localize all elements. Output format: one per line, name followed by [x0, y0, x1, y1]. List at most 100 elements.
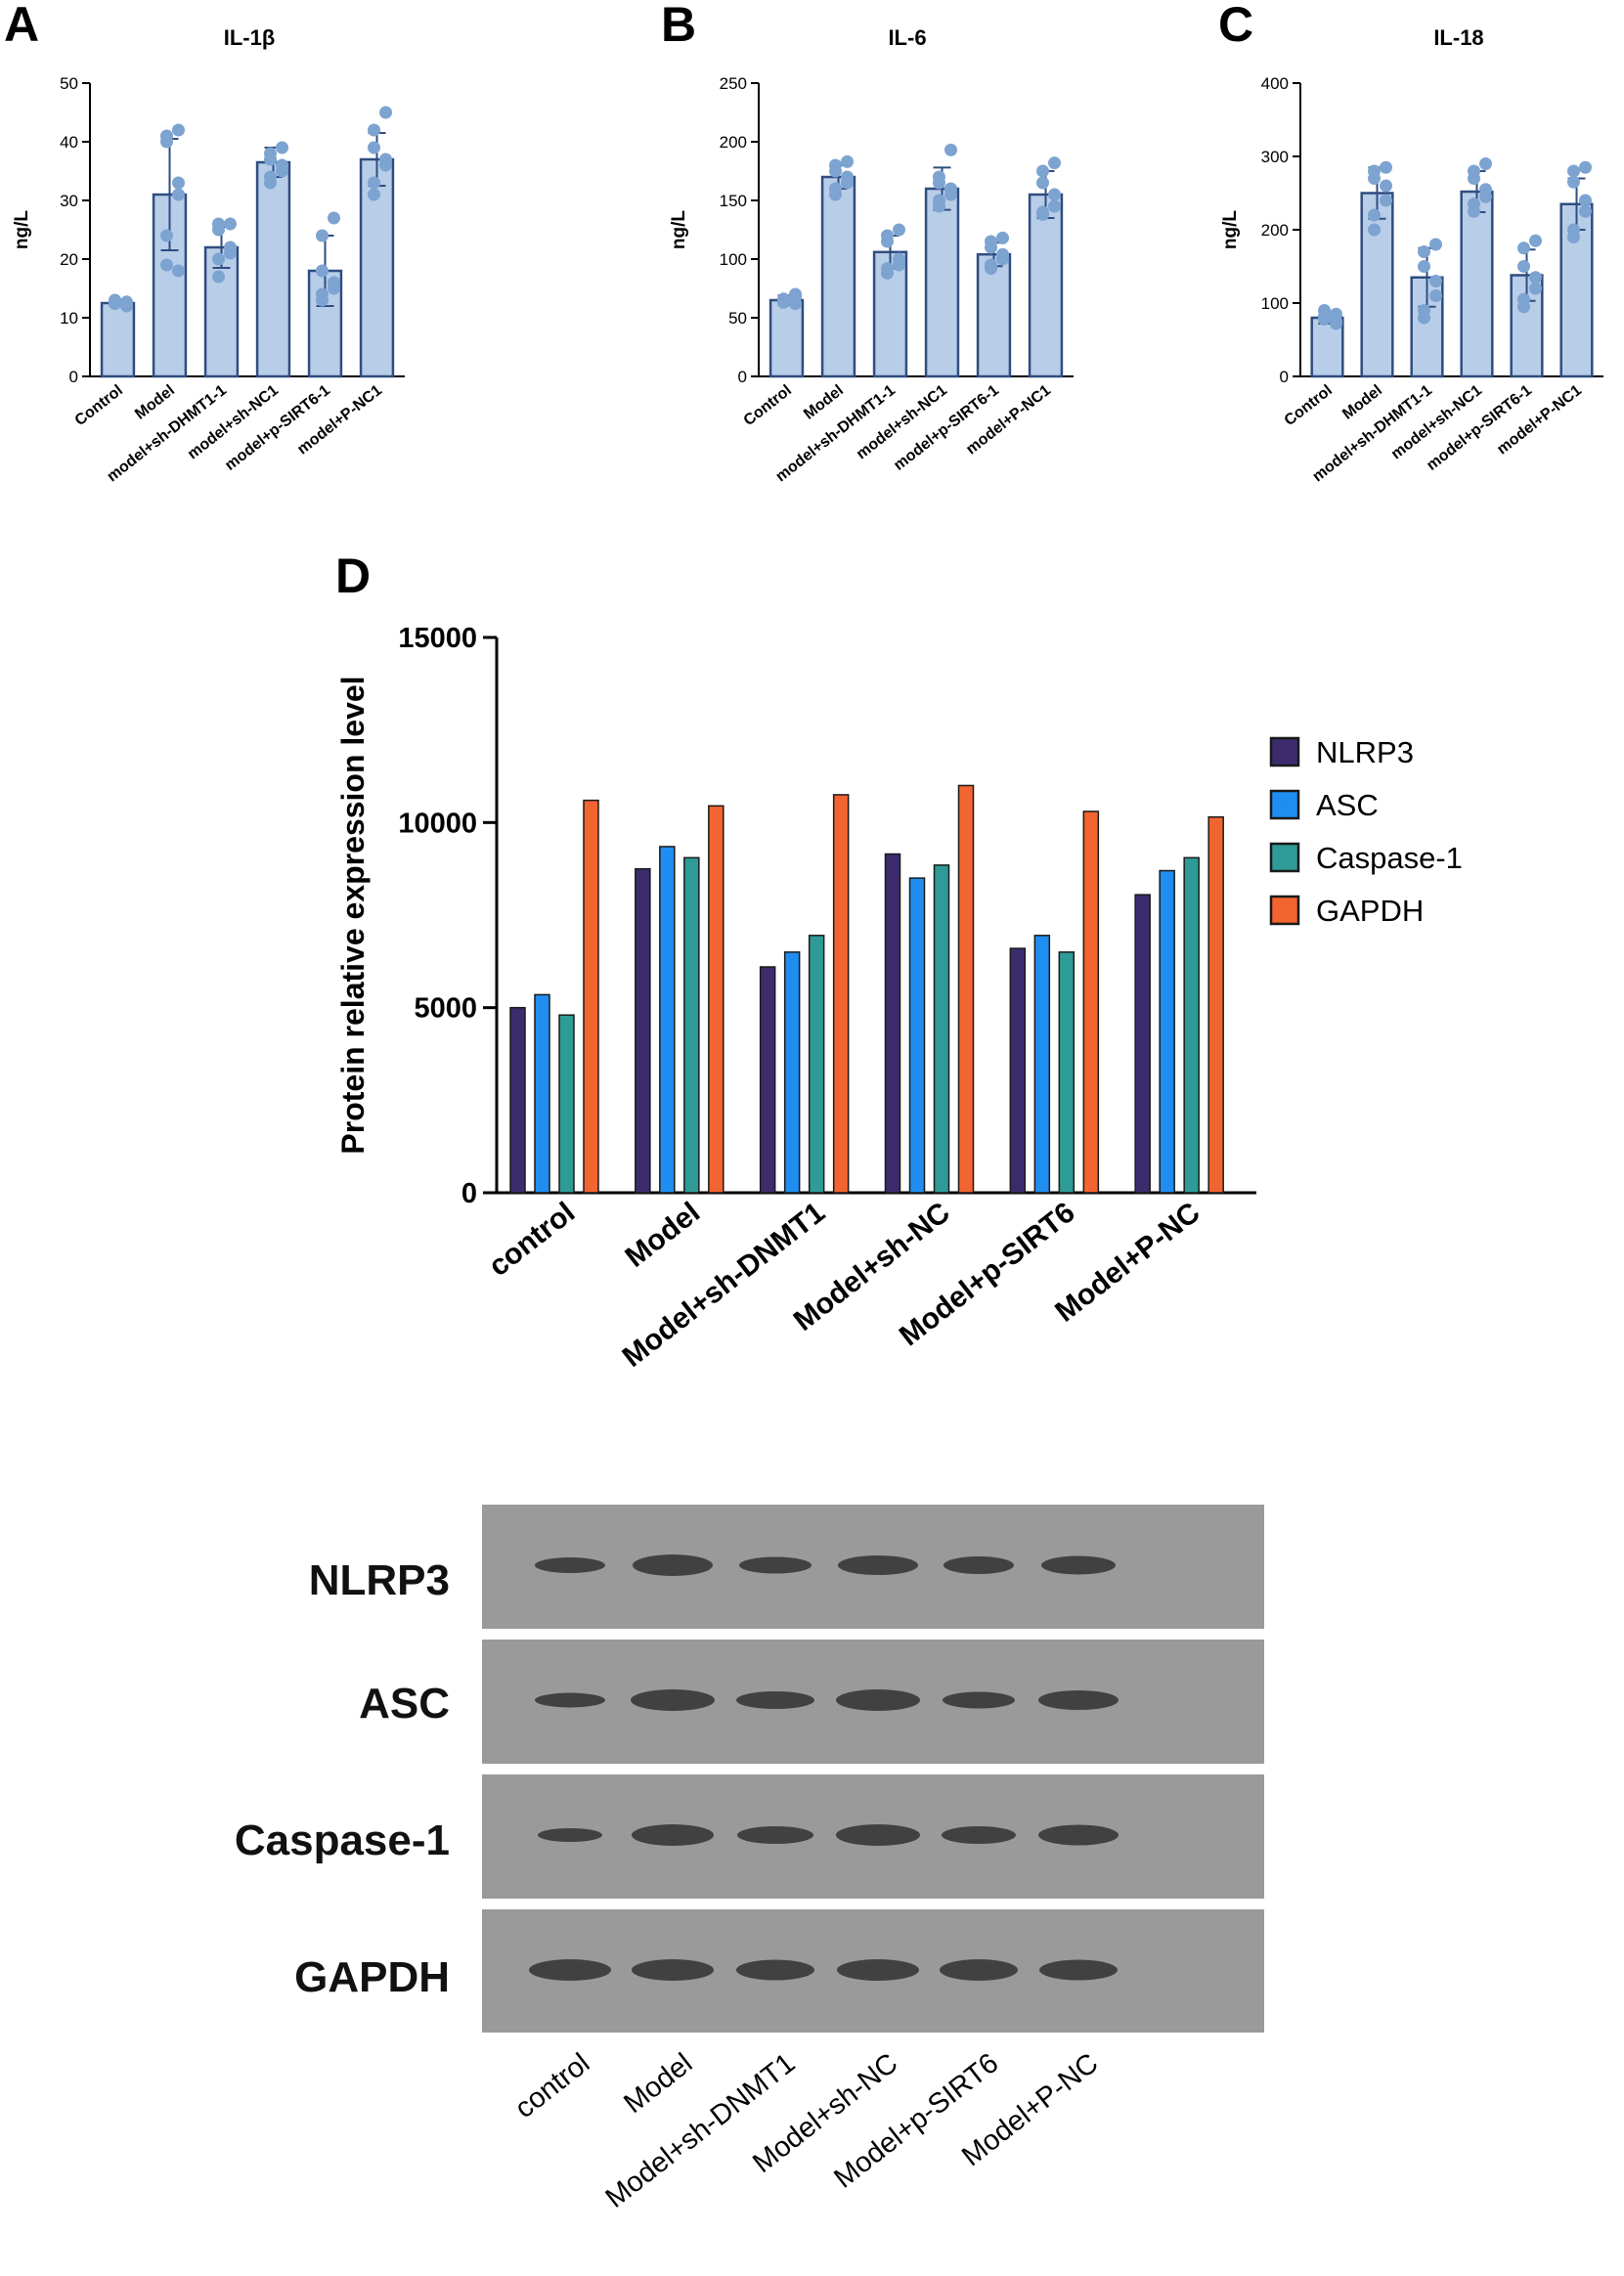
il6-data-point — [1036, 164, 1049, 178]
legend-swatch-nlrp3 — [1269, 736, 1300, 767]
western-blot-image — [482, 1505, 1264, 2033]
il6-bar — [1028, 193, 1064, 378]
il1b-data-point — [368, 188, 380, 201]
il1b-data-point — [316, 229, 329, 242]
protein-bar-gapdh — [832, 794, 850, 1194]
il18-bar — [1460, 190, 1494, 378]
il18-data-point — [1368, 208, 1381, 222]
il18-data-point — [1567, 175, 1580, 189]
il1b-data-point — [172, 264, 185, 278]
il1b-data-point — [172, 176, 185, 190]
blot-band — [942, 1826, 1016, 1844]
blot-lane-label: control — [509, 2047, 595, 2124]
il18-data-point — [1479, 157, 1492, 170]
il6-data-point — [996, 231, 1009, 244]
blot-band — [1038, 1824, 1119, 1846]
il6-data-point — [933, 199, 945, 213]
protein-bar-asc — [534, 993, 550, 1194]
il1b-y-tick-label: 40 — [60, 133, 78, 152]
il1b-data-point — [316, 264, 329, 278]
il1b-bar-chart: IL-1β ng/L 0 10 20 30 40 50 Control Modelmodel+sh… — [12, 25, 405, 485]
il6-bar — [820, 175, 856, 378]
il1b-x-tick-label: model+sh-NC1 — [185, 382, 282, 463]
protein-bar-asc — [908, 877, 926, 1194]
protein-bar-nlrp3 — [759, 966, 776, 1194]
protein-bar-caspase-1 — [933, 864, 950, 1194]
il6-data-point — [893, 223, 905, 237]
il1b-data-point — [212, 270, 225, 284]
protein-bar-caspase-1 — [683, 856, 700, 1194]
legend-label-caspase-1: Caspase-1 — [1316, 841, 1463, 875]
protein-y-tick-label: 0 — [461, 1178, 477, 1209]
il6-data-point — [1036, 207, 1049, 221]
il1b-bar — [203, 245, 240, 378]
il18-data-point — [1429, 275, 1442, 287]
legend-label-nlrp3: NLRP3 — [1316, 735, 1414, 769]
il18-bar — [1360, 192, 1394, 378]
il18-data-point — [1567, 164, 1580, 178]
blot-band — [538, 1828, 602, 1842]
blot-band — [632, 1824, 714, 1846]
il6-bar — [924, 187, 960, 378]
il1b-x-tick-label: Control — [72, 382, 126, 429]
il18-data-point — [1380, 160, 1392, 174]
il1b-y-axis-label: ng/L — [12, 210, 32, 249]
blot-band — [1041, 1555, 1116, 1575]
protein-bar-caspase-1 — [808, 935, 825, 1194]
il1b-data-point — [224, 217, 237, 231]
blot-band — [535, 1557, 605, 1573]
panel-letter-c: C — [1218, 0, 1254, 52]
blot-band — [535, 1692, 605, 1708]
il6-bar — [768, 298, 805, 378]
il6-data-point — [881, 266, 894, 280]
il6-data-point — [841, 154, 854, 168]
blot-band — [836, 1824, 920, 1846]
il1b-data-point — [328, 211, 340, 225]
legend-swatch-caspase-1 — [1269, 842, 1300, 873]
blot-band — [737, 1826, 813, 1844]
protein-bar-asc — [783, 951, 801, 1194]
il1b-bar — [100, 301, 136, 378]
il6-data-point — [1048, 188, 1061, 201]
il1b-data-point — [109, 297, 121, 311]
il18-data-point — [1579, 160, 1592, 174]
blot-band — [837, 1959, 919, 1981]
panel-letter-a: A — [4, 0, 40, 52]
il6-x-tick-label: Model — [801, 382, 847, 423]
protein-y-tick-label: 5000 — [414, 993, 477, 1025]
il6-x-tick-label: Control — [741, 382, 795, 429]
protein-bar-asc — [1033, 935, 1051, 1194]
protein-expression-bar-chart: Protein relative expression level 0 5000 10… — [335, 623, 1463, 1374]
il18-data-point — [1479, 190, 1492, 203]
il6-data-point — [1048, 156, 1061, 170]
il1b-data-point — [264, 176, 277, 190]
protein-bar-nlrp3 — [1134, 894, 1151, 1194]
il18-y-tick-label: 100 — [1261, 294, 1289, 313]
il18-data-point — [1368, 172, 1381, 185]
blot-lane-label: Model — [618, 2047, 698, 2120]
blot-band — [631, 1689, 715, 1711]
il18-data-point — [1468, 172, 1480, 185]
protein-bar-gapdh — [1207, 815, 1224, 1194]
il6-title: IL-6 — [888, 25, 926, 50]
il1b-data-point — [172, 188, 185, 201]
il18-y-axis-label: ng/L — [1220, 210, 1241, 249]
il1b-x-tick-label: Model — [132, 382, 178, 423]
blot-band — [633, 1554, 713, 1576]
il1b-data-point — [368, 176, 380, 190]
il6-data-point — [881, 235, 894, 248]
blot-band — [1038, 1690, 1119, 1710]
blot-label-gapdh: GAPDH — [294, 1953, 450, 2001]
il18-data-point — [1579, 204, 1592, 218]
il18-data-point — [1418, 311, 1430, 325]
il1b-data-point — [276, 141, 288, 154]
protein-bar-gapdh — [708, 805, 724, 1194]
il6-y-tick-label: 250 — [720, 74, 747, 93]
il18-title: IL-18 — [1433, 25, 1483, 50]
il6-data-point — [777, 293, 790, 307]
il18-y-tick-label: 400 — [1261, 74, 1289, 93]
il18-data-point — [1579, 194, 1592, 207]
il1b-data-point — [368, 141, 380, 154]
il6-y-tick-label: 150 — [720, 192, 747, 210]
blot-band — [736, 1959, 814, 1981]
